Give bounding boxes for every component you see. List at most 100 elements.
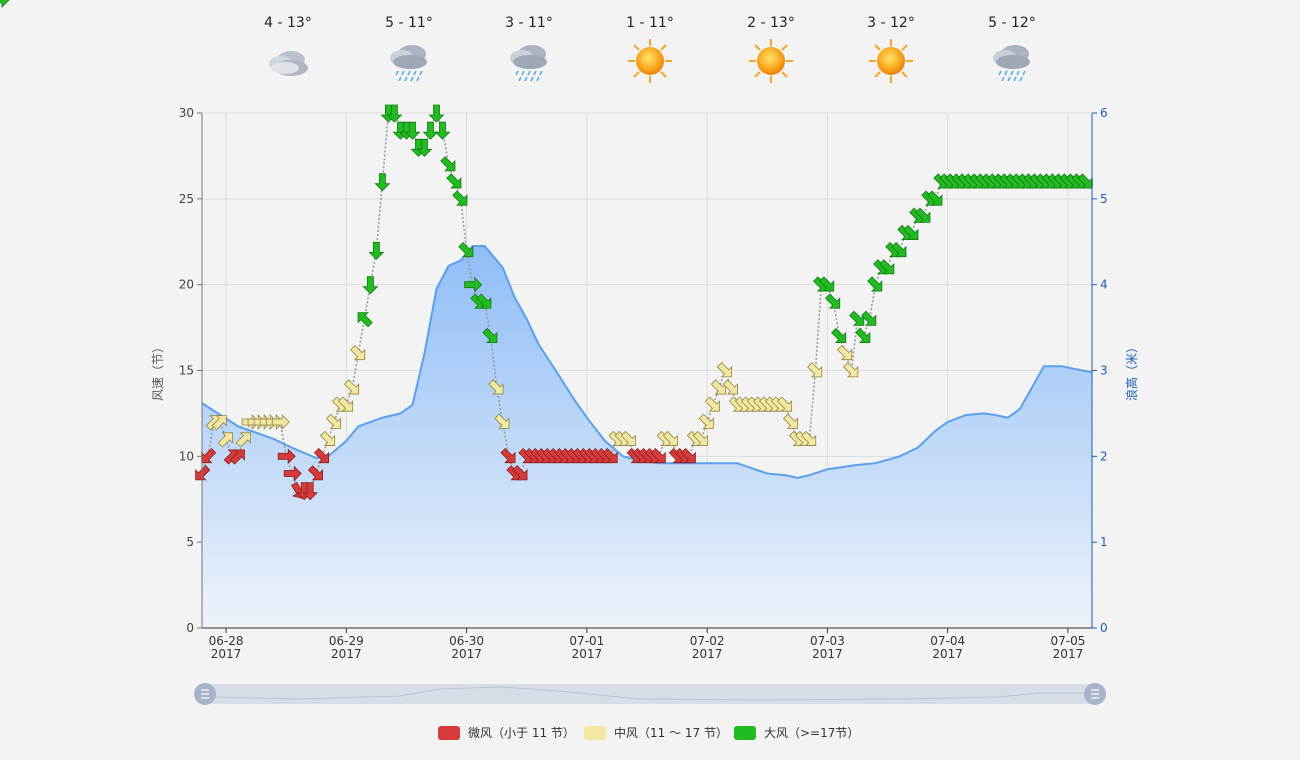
x-tick-year: 2017: [211, 647, 242, 661]
wind-arrows: [0, 0, 1093, 501]
wind-arrow: [782, 413, 799, 429]
right-tick-label: 3: [1100, 364, 1108, 378]
wind-arrow: [849, 310, 865, 326]
slider-right-handle[interactable]: [1084, 683, 1106, 705]
wind-arrow: [825, 293, 841, 309]
x-tick-date: 07-01: [569, 634, 604, 648]
wind-arrow: [807, 362, 823, 378]
legend-item-strong-wind[interactable]: 大风（>=17节）: [734, 722, 859, 742]
right-tick-label: 1: [1100, 535, 1108, 549]
legend-item-medium-wind[interactable]: 中风（11 ～ 17 节）: [584, 722, 728, 742]
wave-height-area: [202, 246, 1092, 628]
wind-arrow: [722, 379, 738, 395]
wind-arrow: [843, 362, 859, 378]
left-tick-label: 15: [179, 364, 194, 378]
forecast-temp: 4 - 13°: [264, 15, 312, 31]
wind-arrow: [903, 224, 919, 240]
rain-icon: [390, 45, 427, 82]
wind-arrow: [350, 344, 366, 361]
wind-arrow: [602, 447, 618, 464]
forecast-day: 3 - 12°: [846, 12, 936, 84]
right-tick-label: 6: [1100, 106, 1108, 120]
x-tick-date: 07-03: [810, 634, 845, 648]
wind-arrow: [271, 414, 290, 430]
wind-arrow: [500, 447, 516, 464]
wind-arrow: [692, 430, 708, 446]
legend-label: 中风（11 ～ 17 节）: [614, 726, 728, 740]
zoom-slider[interactable]: [194, 683, 1106, 705]
x-tick-date: 06-28: [209, 634, 244, 648]
slider-left-handle[interactable]: [194, 683, 216, 705]
legend-swatch: [734, 725, 756, 740]
x-tick-date: 06-29: [329, 634, 364, 648]
sun-icon: [749, 39, 793, 83]
x-tick-date: 07-02: [690, 634, 725, 648]
wind-arrow: [235, 432, 251, 448]
wind-arrow: [452, 190, 468, 206]
chart-legend: 微风（小于 11 节） 中风（11 ～ 17 节） 大风（>=17节）: [0, 722, 1300, 742]
slider-track[interactable]: [205, 684, 1095, 704]
wind-arrow: [374, 173, 391, 192]
legend-label: 大风（>=17节）: [764, 726, 860, 740]
weather-forecast-row: 4 - 13° 5 - 11° 3 - 11°: [0, 12, 1300, 92]
forecast-temp: 1 - 11°: [626, 15, 674, 31]
right-tick-label: 5: [1100, 192, 1108, 206]
wind-arrow: [319, 430, 336, 446]
wind-arrow: [704, 396, 720, 412]
forecast-temp: 2 - 13°: [747, 15, 795, 31]
wind-arrow: [620, 430, 636, 446]
wind-arrow: [831, 327, 847, 343]
legend-item-light-wind[interactable]: 微风（小于 11 节）: [438, 722, 575, 742]
forecast-temp: 3 - 11°: [505, 15, 553, 31]
wind-arrow: [440, 156, 456, 172]
forecast-day: 4 - 13°: [243, 12, 333, 84]
x-tick-year: 2017: [812, 647, 843, 661]
wind-arrow: [915, 207, 931, 223]
wind-arrow: [195, 465, 211, 481]
wind-arrow: [0, 0, 10, 8]
right-tick-label: 0: [1100, 621, 1108, 635]
forecast-temp: 5 - 12°: [988, 15, 1036, 31]
wind-arrow: [343, 379, 360, 395]
wind-arrow: [512, 465, 528, 481]
forecast-day: 5 - 12°: [967, 12, 1057, 84]
left-tick-label: 0: [186, 621, 194, 635]
forecast-day: 2 - 13°: [726, 12, 816, 84]
sun-icon: [628, 39, 672, 83]
wind-arrow: [879, 259, 895, 275]
left-tick-label: 30: [179, 106, 194, 120]
wind-arrow: [650, 447, 666, 464]
wind-arrow: [416, 138, 433, 157]
wind-arrow: [1077, 173, 1093, 189]
x-tick-year: 2017: [1053, 647, 1084, 661]
legend-swatch: [584, 725, 606, 740]
wind-arrow: [404, 121, 421, 140]
wind-arrow: [488, 379, 504, 395]
wind-arrow: [837, 344, 853, 361]
sun-icon: [869, 39, 913, 83]
x-tick-year: 2017: [331, 647, 362, 661]
wind-arrow: [476, 293, 492, 309]
left-tick-label: 20: [179, 278, 194, 292]
forecast-temp: 5 - 11°: [385, 15, 433, 31]
wind-arrow: [464, 276, 483, 293]
left-tick-label: 10: [179, 449, 194, 463]
wind-arrow: [325, 413, 342, 429]
wind-arrow: [819, 276, 835, 292]
left-axis-title: 风速（节）: [151, 341, 165, 401]
right-axis-title: 浪高（米）: [1124, 341, 1139, 401]
legend-swatch: [438, 725, 460, 740]
x-tick-year: 2017: [572, 647, 603, 661]
rain-icon: [993, 45, 1030, 82]
wind-arrow: [482, 327, 498, 343]
wind-arrow: [716, 362, 732, 378]
wind-arrow: [283, 465, 302, 482]
forecast-day: 5 - 11°: [364, 12, 454, 84]
left-tick-label: 5: [186, 535, 194, 549]
right-tick-label: 2: [1100, 449, 1108, 463]
slider-preview-line: [214, 686, 1090, 701]
wind-arrow: [307, 465, 324, 481]
legend-label: 微风（小于 11 节）: [468, 726, 575, 740]
x-tick-year: 2017: [451, 647, 482, 661]
